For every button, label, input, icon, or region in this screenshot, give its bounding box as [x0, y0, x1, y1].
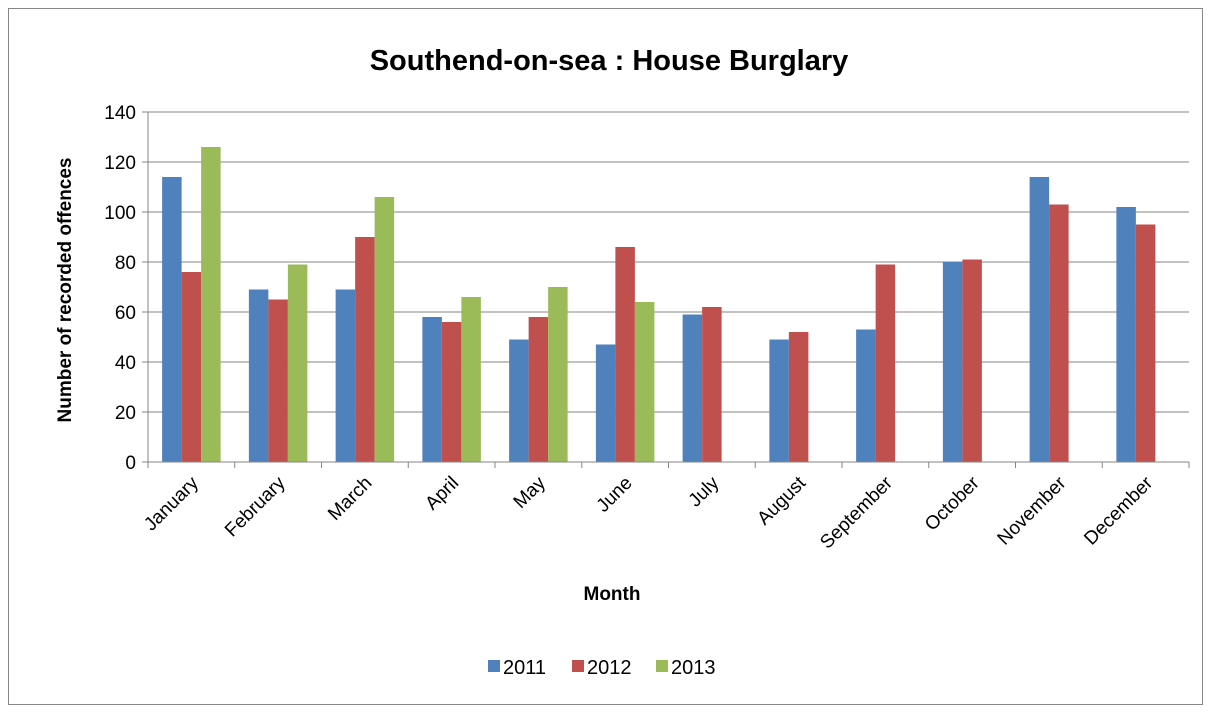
x-tick-label: January — [140, 472, 203, 535]
bar-2011-november — [1029, 177, 1050, 462]
bar-2012-january — [181, 272, 202, 462]
legend-swatch-2011 — [488, 660, 500, 672]
bar-2013-april — [461, 297, 481, 462]
gridlines — [142, 111, 1189, 463]
x-tick-label: November — [994, 472, 1071, 549]
y-tick-label: 40 — [115, 353, 136, 374]
bar-2013-may — [548, 287, 568, 462]
y-tick-label: 20 — [115, 403, 136, 424]
bar-2012-march — [355, 237, 375, 462]
bar-2012-august — [788, 332, 809, 462]
bar-2012-december — [1135, 224, 1156, 462]
y-tick-label: 120 — [104, 153, 136, 174]
bar-2011-march — [335, 289, 356, 462]
bar-2011-february — [248, 289, 269, 462]
legend-label-2013: 2013 — [671, 657, 716, 679]
bar-2012-february — [268, 299, 288, 462]
bar-2011-january — [162, 177, 182, 462]
bar-2012-june — [615, 247, 635, 462]
x-tick-label: March — [324, 473, 376, 525]
y-tick-label: 60 — [115, 303, 136, 324]
bar-2011-april — [422, 317, 442, 462]
x-tick-label: February — [221, 472, 290, 541]
y-axis-ticks: 0 20 40 60 80 100 120 140 — [104, 103, 136, 474]
chart-frame: Southend-on-sea : House Burglary 0 20 40 60… — [8, 8, 1203, 705]
bar-2011-august — [769, 339, 789, 462]
y-tick-label: 140 — [104, 103, 136, 124]
bar-2011-october — [942, 262, 963, 462]
x-axis-title: Month — [584, 584, 641, 605]
x-tick-label: August — [753, 472, 810, 529]
bars — [162, 147, 1156, 462]
legend-label-2012: 2012 — [587, 657, 632, 679]
bar-2013-february — [287, 264, 308, 462]
x-tick-label: July — [685, 472, 724, 511]
bar-2011-september — [856, 329, 876, 462]
legend-swatch-2013 — [656, 660, 668, 672]
bar-2013-january — [201, 147, 221, 462]
bar-2012-april — [441, 322, 462, 462]
bar-2011-july — [682, 314, 703, 462]
x-axis-ticks: January February March April May June July Augu… — [140, 462, 1190, 553]
x-tick-label: September — [816, 472, 897, 553]
x-tick-label: April — [421, 473, 463, 515]
legend-label-2011: 2011 — [503, 657, 546, 679]
bar-2012-october — [962, 259, 982, 462]
bar-2012-july — [702, 307, 722, 462]
x-tick-label: December — [1080, 472, 1157, 549]
bar-2012-may — [528, 317, 549, 462]
bar-2011-december — [1116, 207, 1136, 462]
y-tick-label: 0 — [125, 453, 136, 474]
bar-2011-june — [595, 344, 616, 462]
x-tick-label: October — [921, 472, 984, 535]
bar-2013-march — [374, 197, 395, 462]
legend-swatch-2012 — [572, 660, 584, 672]
x-tick-label: June — [593, 473, 637, 517]
y-tick-label: 80 — [115, 253, 136, 274]
bar-2012-november — [1049, 204, 1069, 462]
x-tick-label: May — [510, 472, 551, 513]
bar-chart: Southend-on-sea : House Burglary 0 20 40 60… — [55, 45, 1190, 679]
y-tick-label: 100 — [104, 203, 136, 224]
bar-2013-june — [634, 302, 655, 462]
y-axis-title: Number of recorded offences — [55, 158, 76, 423]
bar-2012-september — [875, 264, 896, 462]
legend: 2011 2012 2013 — [488, 657, 716, 679]
chart-title: Southend-on-sea : House Burglary — [370, 45, 849, 77]
bar-2011-may — [509, 339, 529, 462]
